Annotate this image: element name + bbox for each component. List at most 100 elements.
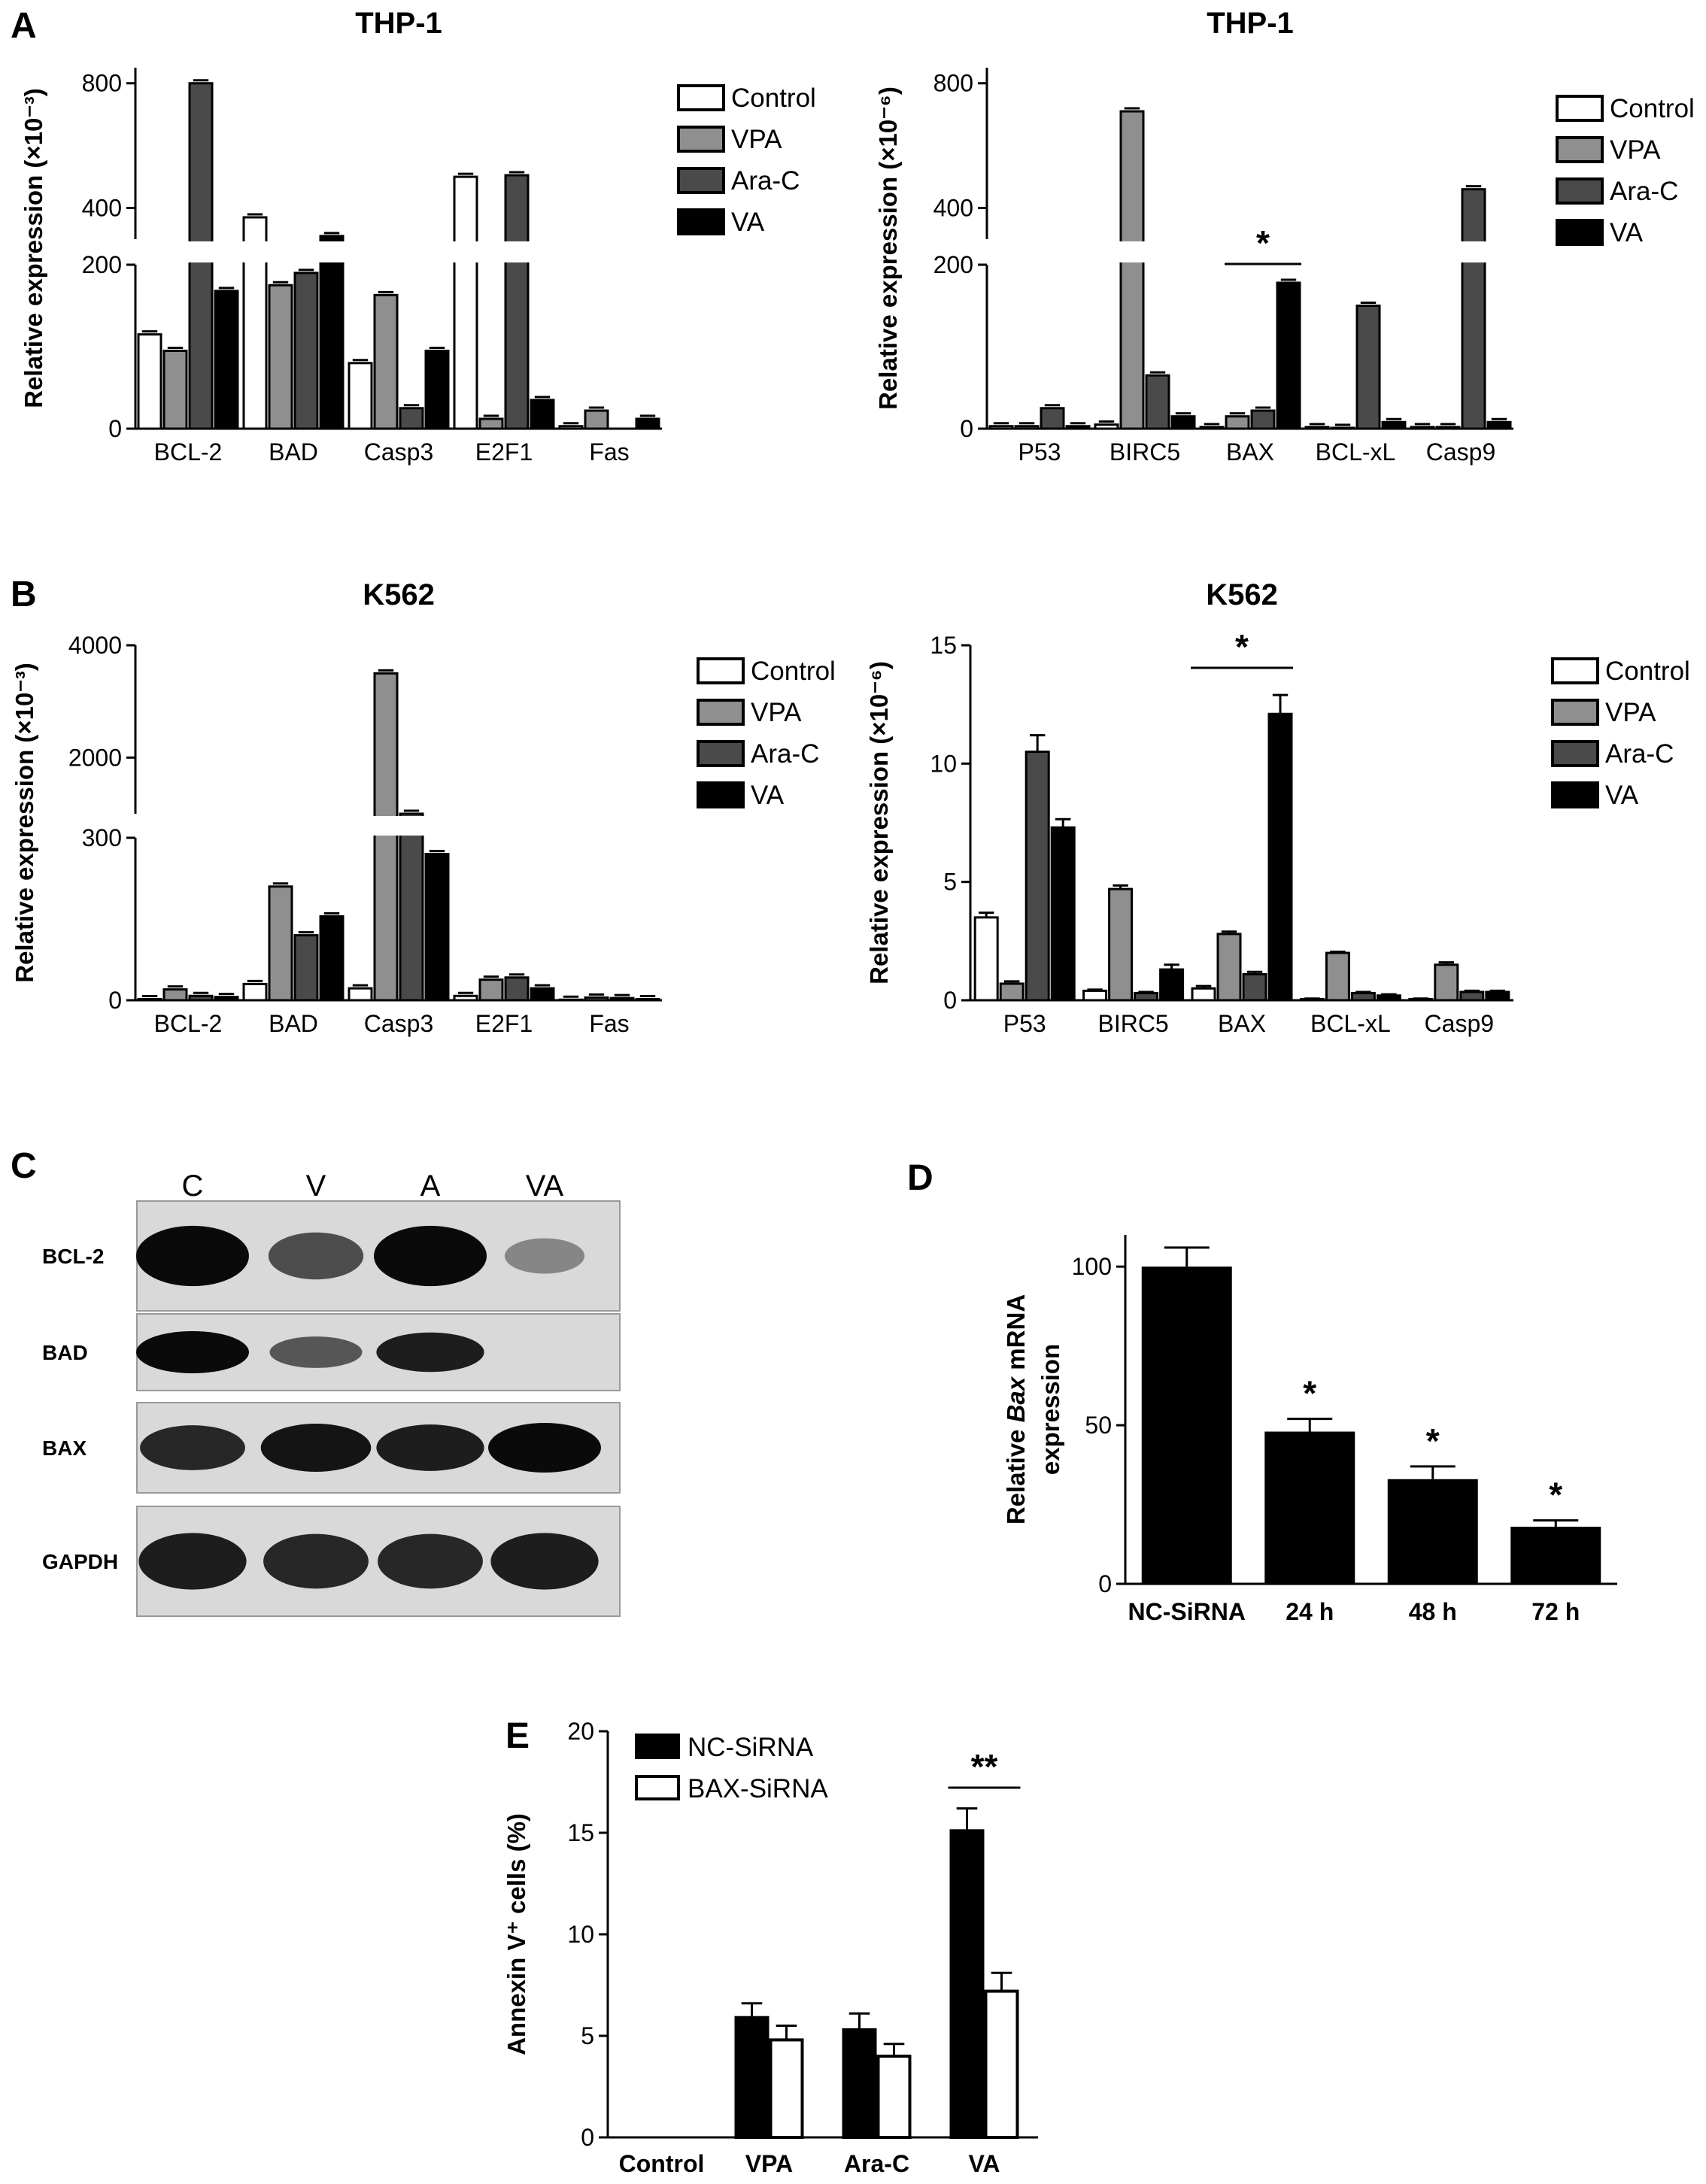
y-tick-label: 5 [943, 869, 957, 896]
y-tick-label: 0 [943, 987, 957, 1014]
legend-swatch-bax-sirna [635, 1775, 680, 1800]
legend-swatch-ara-c [677, 167, 725, 194]
blot-band-gapdh-c [138, 1533, 247, 1590]
bar-48-h [1387, 1479, 1478, 1584]
x-tick-label: BCL-2 [154, 1010, 223, 1037]
bar-vpa-bad [268, 885, 293, 1002]
x-tick-label: BAX [1226, 438, 1274, 466]
bar-control-p53 [973, 916, 999, 1002]
blot-band-bax-a [376, 1424, 484, 1471]
legend-swatch-control [1551, 657, 1599, 684]
y-tick-label: 20 [567, 1718, 594, 1745]
legend-swatch-ara-c [1556, 177, 1604, 205]
bar-bax-sirna-ara-c [876, 2055, 912, 2139]
legend-swatch-vpa [677, 126, 725, 153]
y-tick-label: 400 [82, 195, 122, 222]
panel-letter-a: A [11, 6, 37, 46]
blot-band-bax-va [488, 1423, 601, 1473]
x-tick-label: BAX [1218, 1010, 1266, 1037]
bar-control-fas [558, 998, 584, 1002]
significance-star: * [1303, 1374, 1316, 1413]
blot-band-gapdh-va [490, 1533, 599, 1590]
bar-va-bax [1267, 712, 1293, 1002]
bar-va-bcl-2 [214, 996, 239, 1002]
x-tick-label: BIRC5 [1110, 438, 1180, 466]
blot-label-bcl-2: BCL-2 [42, 1245, 104, 1268]
bar-va-bcl-xl [1376, 994, 1401, 1002]
bar-ara-c-p53 [1025, 751, 1050, 1002]
blot-band-bad-v [269, 1336, 363, 1368]
blot-band-bax-v [260, 1424, 372, 1472]
bar-ara-c-fas [609, 996, 635, 1002]
bar-ara-c-e2f1 [504, 174, 530, 430]
chart-a-thp1-right: THP-1 0 200 400 800 Relative expression (×10⁻… [874, 7, 1695, 466]
y-axis-label-line2: expression [1037, 1344, 1064, 1475]
x-tick-label: Casp3 [364, 438, 434, 466]
y-axis-label: Relative expression (×10⁻³) [20, 88, 47, 408]
y-tick-label: 50 [1085, 1412, 1112, 1439]
blot-band-bad-a [376, 1332, 484, 1373]
chart-title: K562 [363, 578, 435, 611]
legend-label-vpa: VPA [751, 698, 802, 727]
y-tick-label: 800 [82, 70, 122, 97]
legend-label-vpa: VPA [1610, 135, 1661, 165]
legend-label-va: VA [731, 208, 765, 237]
legend-label-ara-c: Ara-C [1610, 177, 1678, 206]
lane-label-v: V [306, 1169, 326, 1203]
bar-va-p53 [1065, 425, 1091, 430]
significance-star: * [1235, 627, 1249, 666]
x-tick-label: Control [619, 2150, 705, 2177]
bar-nc-sirna-vpa [734, 2016, 770, 2139]
y-tick-label: 0 [581, 2124, 594, 2151]
x-tick-label: P53 [1003, 1010, 1046, 1037]
x-tick-label: Fas [589, 1010, 629, 1037]
bar-vpa-casp9 [1434, 963, 1459, 1002]
bar-control-e2f1 [453, 994, 478, 1002]
x-tick-label: Fas [589, 438, 629, 466]
bar-va-fas [635, 417, 660, 430]
y-axis-label: Relative expression (×10⁻⁶) [874, 86, 902, 410]
bar-va-birc5 [1159, 968, 1185, 1002]
bar-control-bax [1191, 987, 1216, 1002]
bar-vpa-fas [584, 996, 609, 1002]
y-tick-label: 300 [82, 824, 122, 851]
blot-band-bcl-2-v [268, 1232, 364, 1280]
bar-control-p53 [988, 425, 1014, 430]
bar-va-bcl-xl [1381, 420, 1407, 430]
bar-va-fas [635, 998, 660, 1002]
y-tick-label: 400 [933, 195, 973, 222]
legend-label-control: Control [751, 657, 836, 686]
legend-swatch-ara-c [697, 740, 745, 767]
bar-vpa-fas [584, 409, 609, 430]
bar-vpa-casp3 [373, 672, 399, 1002]
chart-title: K562 [1206, 578, 1278, 611]
significance-star: * [1426, 1421, 1440, 1461]
legend-label-vpa: VPA [731, 125, 782, 154]
bar-ara-c-bax [1242, 972, 1267, 1002]
bar-va-e2f1 [530, 987, 555, 1002]
bar-vpa-bad [268, 284, 293, 430]
y-tick-label: 5 [581, 2022, 594, 2049]
bar-control-bcl-2 [137, 333, 162, 430]
x-tick-label: P53 [1018, 438, 1061, 466]
blot-band-bad-c [136, 1330, 249, 1374]
bar-ara-c-casp3 [399, 407, 424, 430]
legend-label-ara-c: Ara-C [731, 166, 800, 196]
legend-label-control: Control [731, 83, 816, 113]
legend-label-va: VA [1605, 781, 1639, 810]
bar-control-bcl-2 [137, 998, 162, 1002]
blot-band-bcl-2-va [504, 1238, 585, 1274]
x-tick-label: BCL-xL [1310, 1010, 1391, 1037]
legend-swatch-va [1551, 781, 1599, 808]
lane-label-c: C [182, 1169, 204, 1203]
bar-va-bad [319, 915, 345, 1002]
bar-ara-c-casp3 [399, 812, 424, 1002]
blot-band-gapdh-a [378, 1533, 483, 1589]
chart-b-k562-right: K562 0 5 10 15 Relative expression (×10⁻⁶) P53… [865, 578, 1690, 1037]
bar-ara-c-birc5 [1134, 992, 1159, 1002]
chart-title: THP-1 [1207, 7, 1294, 40]
panel-letter-d: D [907, 1158, 933, 1198]
legend-label-va: VA [1610, 218, 1644, 247]
legend-swatch-va [677, 208, 725, 235]
